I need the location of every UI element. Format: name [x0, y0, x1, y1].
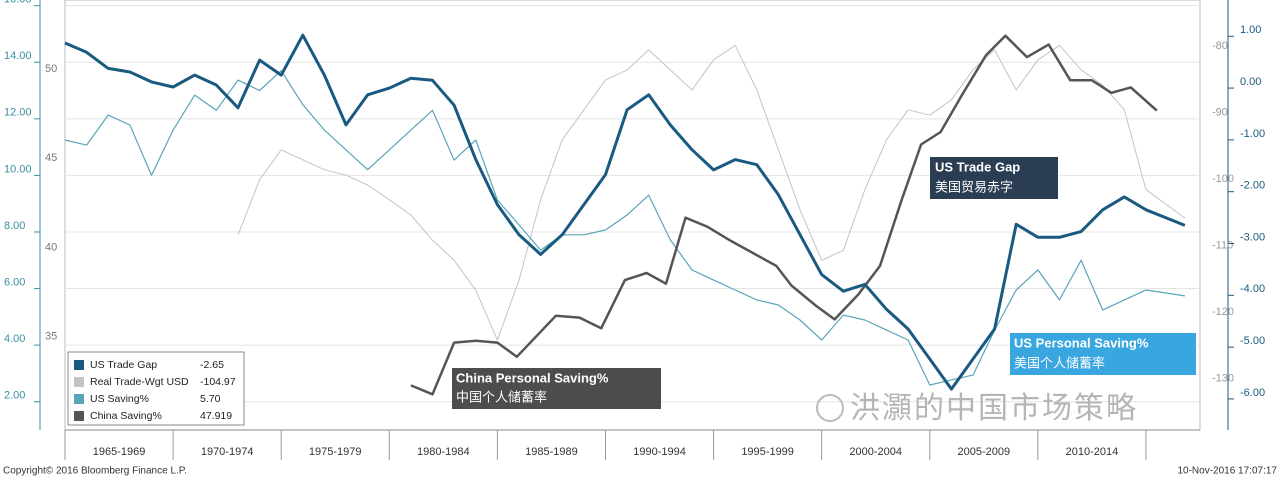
- annotation-text: China Personal Saving%: [456, 370, 609, 385]
- legend-label: China Saving%: [90, 410, 162, 422]
- x-tick-label: 1965-1969: [93, 446, 146, 458]
- y-tick-label: 4.00: [4, 333, 25, 345]
- legend-swatch: [74, 377, 84, 387]
- legend-label: Real Trade-Wgt USD: [90, 376, 189, 388]
- legend: US Trade Gap -2.65 Real Trade-Wgt USD -104.…: [67, 351, 245, 426]
- legend-value: -104.97: [200, 376, 236, 388]
- source: Copyright© 2016 Bloomberg Finance L.P.: [3, 466, 187, 477]
- y-tick-label: 14.00: [4, 50, 32, 62]
- series-line: [237, 44, 1186, 341]
- legend-box: [67, 351, 245, 426]
- x-tick-label: 1995-1999: [741, 446, 794, 458]
- y-tick-label: 16.00: [4, 0, 32, 6]
- annotation-text: US Personal Saving%: [1014, 335, 1149, 350]
- y4-tick-label: 1.00: [1240, 24, 1261, 36]
- legend-swatch: [74, 360, 84, 370]
- y2-tick-label: 50: [45, 63, 57, 75]
- annotation-box: [452, 368, 661, 409]
- y4-tick-label: -1.00: [1240, 128, 1265, 140]
- annotation-text: 中国个人储蓄率: [456, 389, 547, 404]
- y3-tick-label: -110: [1212, 240, 1233, 252]
- y3-tick-label: -120: [1212, 306, 1234, 318]
- legend-label: US Saving%: [90, 393, 149, 405]
- y-tick-label: 2.00: [4, 390, 25, 402]
- y2-tick-label: 40: [45, 241, 57, 253]
- x-tick-label: 1975-1979: [309, 446, 362, 458]
- y3-tick-label: -130: [1212, 373, 1234, 385]
- annotation-text: 美国个人储蓄率: [1014, 355, 1105, 370]
- x-tick-label: 1970-1974: [201, 446, 254, 458]
- y4-tick-label: -5.00: [1240, 335, 1265, 347]
- x-tick-label: 2000-2004: [849, 446, 902, 458]
- series-line: [410, 34, 1158, 396]
- x-tick-label: 1990-1994: [633, 446, 686, 458]
- y3-tick-label: -80: [1212, 40, 1228, 52]
- annotation-box: [930, 157, 1058, 199]
- y3-tick-label: -90: [1212, 106, 1228, 118]
- watermark: 洪灝的中国市场策略: [816, 392, 1138, 425]
- legend-value: -2.65: [200, 359, 224, 371]
- annotation-us-saving: US Personal Saving% 美国个人储蓄率: [1010, 333, 1196, 375]
- y-tick-label: 6.00: [4, 276, 25, 288]
- y4-tick-label: 0.00: [1240, 76, 1261, 88]
- y-tick-label: 10.00: [4, 163, 32, 175]
- series-line: [64, 33, 1186, 391]
- y4-tick-label: -6.00: [1240, 387, 1265, 399]
- annotation-china-saving: China Personal Saving% 中国个人储蓄率: [452, 368, 661, 409]
- annotation-box: [1010, 333, 1196, 375]
- y3-tick-label: -100: [1212, 173, 1234, 185]
- annotation-text: US Trade Gap: [935, 159, 1020, 174]
- y4-tick-label: -2.00: [1240, 180, 1265, 192]
- axes: 1965-1969 1970-1974 1975-1979 1980-1984 1985…: [4, 0, 1265, 460]
- x-tick-label: 1985-1989: [525, 446, 578, 458]
- grid: [65, 5, 1200, 403]
- x-tick-label: 2005-2009: [958, 446, 1011, 458]
- watermark-text: 洪灝的中国市场策略: [850, 392, 1138, 425]
- legend-value: 47.919: [200, 410, 232, 422]
- y-tick-label: 12.00: [4, 107, 32, 119]
- legend-label: US Trade Gap: [90, 359, 157, 371]
- lines: [64, 33, 1186, 396]
- timestamp: 10-Nov-2016 17:07:17: [1177, 466, 1277, 477]
- legend-swatch: [74, 394, 84, 404]
- x-tick-label: 2010-2014: [1066, 446, 1119, 458]
- annotation-text: 美国贸易赤字: [935, 179, 1013, 194]
- y-tick-label: 8.00: [4, 220, 25, 232]
- y2-tick-label: 35: [45, 330, 57, 342]
- legend-swatch: [74, 411, 84, 421]
- legend-value: 5.70: [200, 393, 221, 405]
- watermark-icon: [816, 394, 844, 422]
- y4-tick-label: -3.00: [1240, 231, 1265, 243]
- y4-tick-label: -4.00: [1240, 283, 1265, 295]
- x-tick-label: 1980-1984: [417, 446, 470, 458]
- y2-tick-label: 45: [45, 152, 57, 164]
- annotation-trade-gap: US Trade Gap 美国贸易赤字: [930, 157, 1058, 199]
